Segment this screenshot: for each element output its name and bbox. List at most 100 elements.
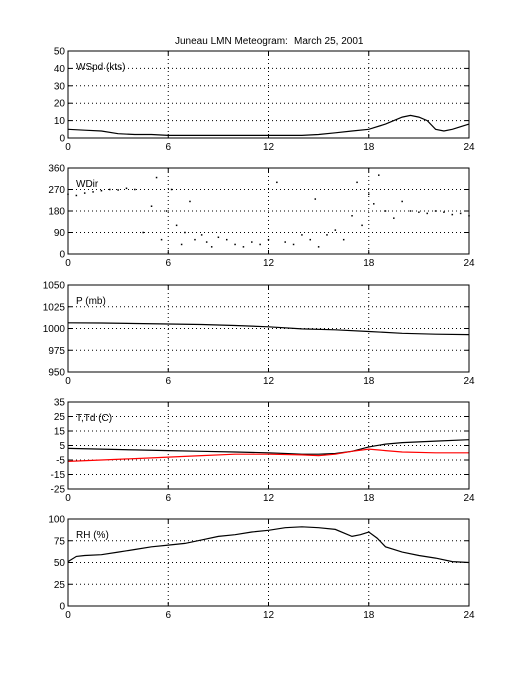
panel-rh: 0 6 12 18 24 0 25 50 75 100 RH (%) — [48, 515, 475, 622]
panel-wdir-xtick-label: 24 — [463, 258, 475, 269]
panel-t-td-c-xtick-label: 0 — [65, 493, 71, 504]
panel-wdir-ytick-label: 0 — [59, 250, 65, 261]
panel-wdir-point — [83, 192, 86, 194]
panel-p-mb-xtick-label: 0 — [65, 376, 71, 387]
panel-wdir-point — [284, 241, 286, 243]
panel-wdir-point — [378, 174, 380, 176]
panel-wdir-point — [393, 217, 395, 219]
panel-wspd-kts-ytick-label: 30 — [54, 81, 66, 92]
panel-rh-ytick-label: 100 — [48, 515, 65, 526]
panel-wdir-point — [251, 241, 253, 243]
panel-wdir-point — [459, 212, 462, 215]
panel-wspd-kts-ytick-label: 40 — [54, 64, 66, 75]
panel-t-td-c-ytick-label: 15 — [54, 427, 66, 438]
panel-wspd-kts-ytick-label: 20 — [54, 99, 66, 110]
panel-wdir-point — [175, 224, 178, 227]
panel-p-mb-xtick-label: 6 — [165, 376, 171, 387]
panel-wdir-point — [150, 205, 153, 207]
panel-t-td-c-series-1-line — [67, 439, 470, 455]
panel-wdir-xtick-label: 0 — [65, 258, 71, 269]
panel-t-td-c-ytick-label: 5 — [59, 441, 65, 452]
panel-t-td-c-xtick-label: 24 — [463, 493, 475, 504]
panel-rh-ytick-label: 25 — [54, 580, 66, 591]
panel-wspd-kts-ytick-label: 0 — [59, 134, 65, 145]
panel-wdir-point — [242, 246, 245, 248]
panel-wdir-point — [225, 238, 228, 241]
panel-wdir-point — [259, 243, 261, 246]
panel-t-td-c-ytick-label: 35 — [54, 398, 66, 409]
panel-wdir-point — [292, 243, 295, 246]
panel-wdir-point — [234, 243, 236, 246]
panel-p-mb-ytick-label: 1000 — [43, 324, 66, 335]
panel-wdir-point — [75, 194, 78, 197]
panel-wdir-point — [351, 215, 353, 217]
panel-wdir-point — [165, 210, 168, 212]
panel-wdir-ytick-label: 180 — [48, 207, 65, 218]
panel-rh-label: RH (%) — [76, 530, 109, 541]
panel-p-mb-label: P (mb) — [76, 296, 106, 307]
panel-wdir-point — [134, 188, 136, 191]
panel-t-td-c-series-2-line — [67, 448, 469, 462]
panel-wdir-point — [418, 211, 420, 213]
panel-p-mb-xtick-label: 18 — [363, 376, 375, 387]
panel-wdir-point — [384, 210, 387, 212]
panel-wspd-kts-xtick-label: 0 — [65, 142, 71, 153]
panel-wdir-point — [117, 189, 119, 191]
panel-rh-xtick-label: 6 — [165, 610, 171, 621]
panel-p-mb: 0 6 12 18 24 950 975 1000 1025 1050 P (mb) — [43, 281, 475, 388]
panel-wspd-kts-xtick-label: 24 — [463, 142, 475, 153]
panel-p-mb-ytick-label: 975 — [48, 346, 65, 357]
panel-wdir-point — [368, 193, 370, 196]
panel-wdir: 0 6 12 18 24 0 90 180 270 360 WDir — [48, 164, 475, 270]
panel-t-td-c-label: T,Td (C) — [76, 413, 112, 424]
panel-t-td-c-ytick-label: -5 — [56, 456, 65, 467]
panel-t-td-c-xtick-label: 6 — [165, 493, 171, 504]
panel-p-mb-xtick-label: 12 — [263, 376, 275, 387]
panel-wdir-point — [109, 188, 111, 191]
panel-wdir-point — [409, 210, 412, 212]
panel-wdir-point — [426, 212, 428, 215]
panel-wspd-kts-xtick-label: 12 — [263, 142, 275, 153]
title-station: Juneau LMN Meteogram: — [175, 36, 288, 47]
panel-wdir-point — [373, 203, 375, 205]
panel-p-mb-xtick-label: 24 — [463, 376, 475, 387]
panel-wdir-point — [180, 243, 183, 246]
panel-t-td-c: 0 6 12 18 24 -25 -15 -5 5 15 25 35 T,Td (C) — [51, 398, 475, 505]
panel-p-mb-ytick-label: 1025 — [43, 302, 66, 313]
panel-rh-ytick-label: 50 — [54, 558, 66, 569]
panel-t-td-c-ytick-label: 25 — [54, 412, 66, 423]
panel-t-td-c-ytick-label: -25 — [51, 485, 66, 496]
panel-wdir-point — [361, 224, 363, 227]
panel-wspd-kts-xtick-label: 18 — [363, 142, 375, 153]
panel-wdir-point — [100, 189, 103, 192]
panel-wdir-point — [160, 238, 163, 241]
panel-wdir-point — [401, 200, 403, 203]
panel-wdir-point — [142, 231, 144, 234]
panel-wdir-xtick-label: 6 — [165, 258, 171, 269]
panel-wdir-point — [356, 181, 358, 184]
panel-rh-xtick-label: 12 — [263, 610, 275, 621]
panel-wdir-point — [342, 238, 345, 241]
panel-wspd-kts-ytick-label: 50 — [54, 47, 66, 58]
panel-wdir-point — [210, 246, 213, 248]
panel-wspd-kts-xtick-label: 6 — [165, 142, 171, 153]
panel-p-mb-series-1-line — [67, 322, 470, 336]
panel-p-mb-ytick-label: 1050 — [43, 281, 66, 292]
panel-rh-xtick-label: 24 — [463, 610, 475, 621]
panel-wdir-point — [217, 236, 220, 239]
panel-rh-xtick-label: 18 — [363, 610, 375, 621]
panel-p-mb-ytick-label: 950 — [48, 368, 65, 379]
panel-rh-series-1-line — [67, 526, 470, 564]
panel-wdir-point — [276, 181, 278, 184]
panel-rh-ytick-label: 0 — [59, 602, 65, 613]
panel-rh-xtick-label: 0 — [65, 610, 71, 621]
panel-wdir-point — [301, 234, 303, 236]
panel-t-td-c-xtick-label: 18 — [363, 493, 375, 504]
panel-wdir-point — [194, 238, 196, 241]
panel-wspd-kts-label: WSpd (kts) — [76, 62, 125, 73]
panel-wdir-point — [170, 188, 173, 191]
panel-wdir-point — [314, 198, 317, 200]
